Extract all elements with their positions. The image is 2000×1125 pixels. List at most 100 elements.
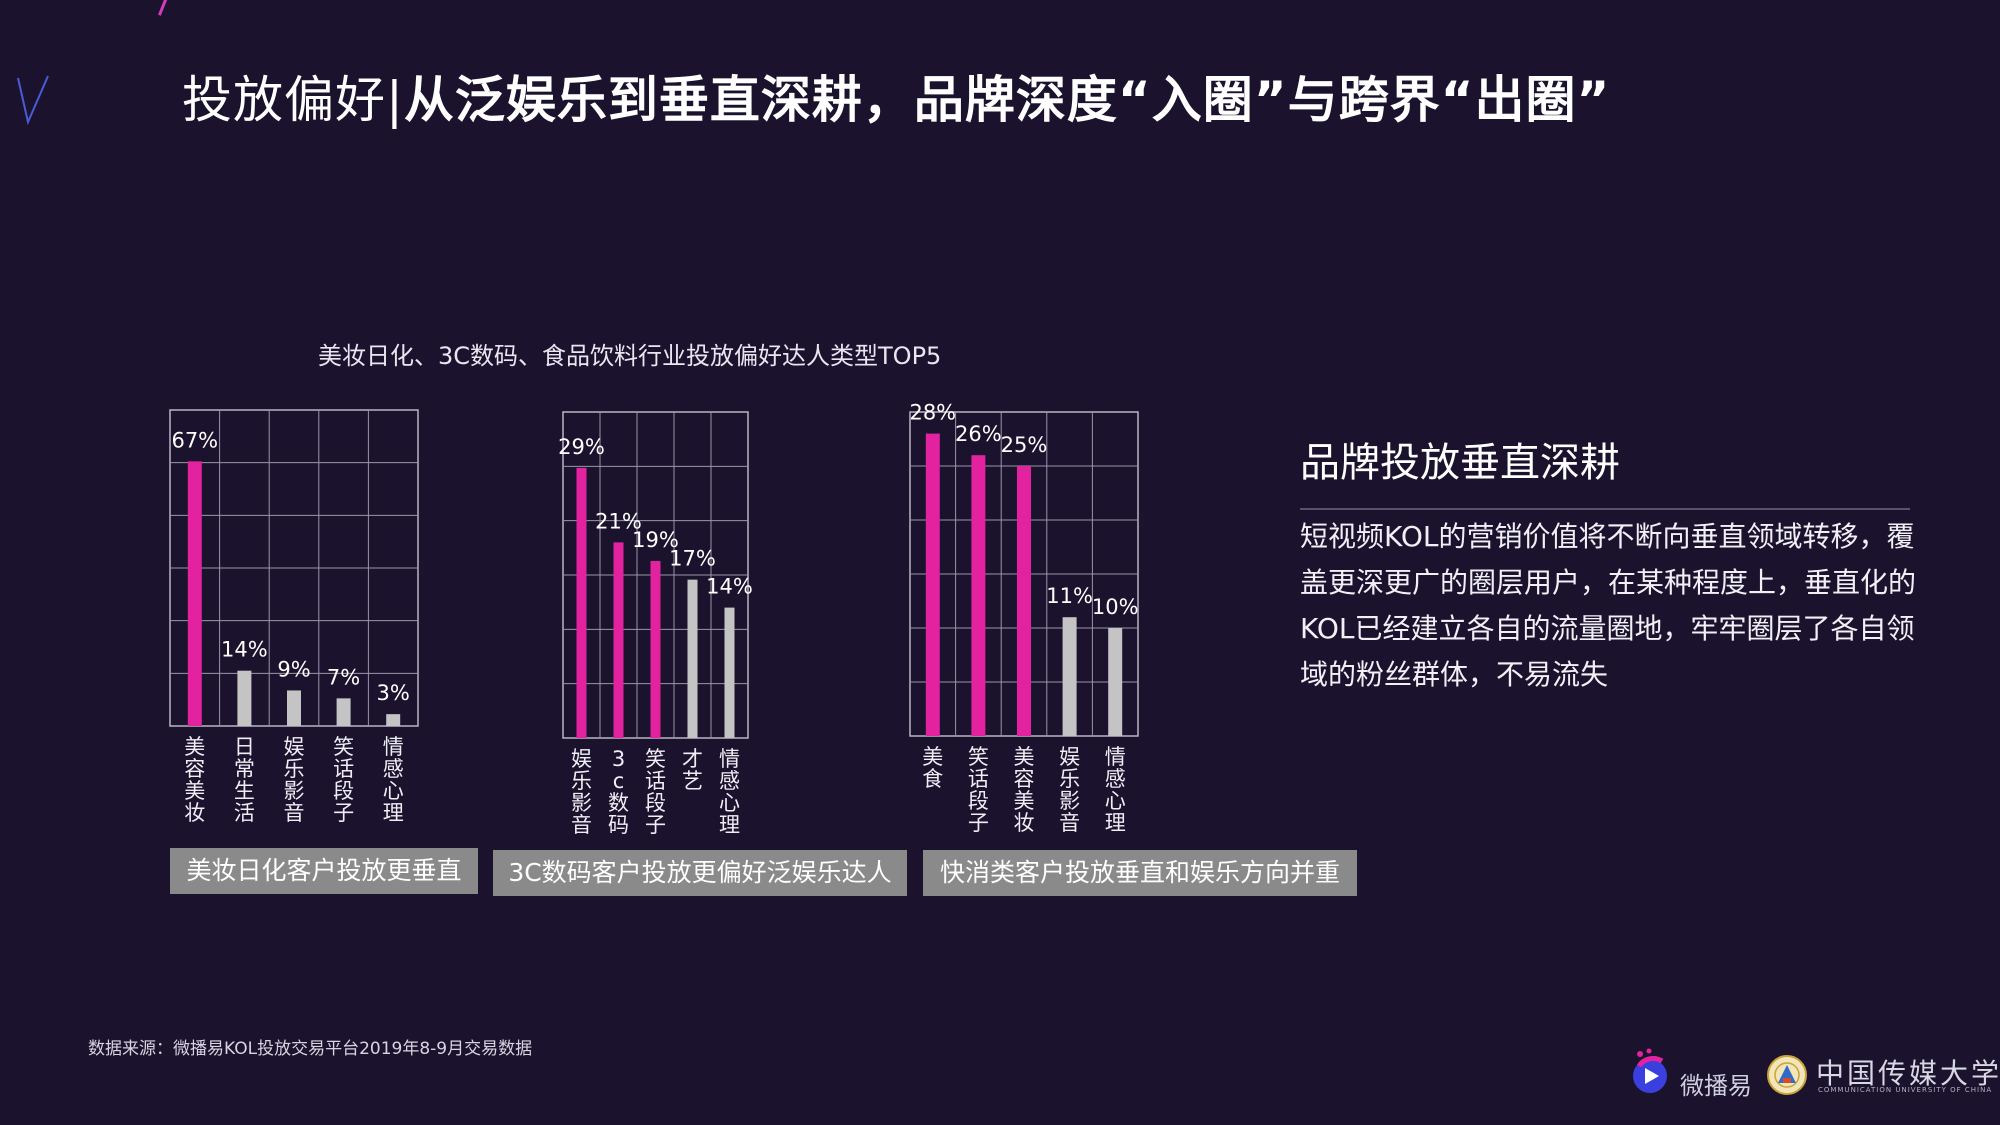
data-label: 7% (327, 665, 360, 689)
category-label-char: 美 (184, 735, 205, 759)
category-label-char: 影 (1059, 789, 1080, 813)
category-label-char: 娱 (1059, 745, 1080, 769)
bar-美食 (925, 433, 940, 736)
data-label: 29% (558, 435, 605, 459)
category-label-char: 美 (184, 779, 205, 803)
side-divider (1300, 508, 1910, 510)
category-label-char: 日 (234, 735, 255, 759)
data-label: 19% (632, 528, 679, 552)
category-label-char: 感 (1105, 767, 1126, 791)
category-label-char: 数 (608, 791, 629, 815)
bar-美容美妆 (1017, 466, 1031, 736)
category-label-char: 段 (645, 791, 666, 815)
category-label-char: 情 (719, 747, 740, 771)
weiboyi-logo-icon (1633, 1048, 1667, 1093)
bar-美容美妆 (187, 461, 202, 726)
data-label: 17% (669, 547, 716, 571)
category-label-char: 笑 (333, 735, 354, 759)
category-label-char: 段 (333, 779, 354, 803)
category-label-char: 话 (645, 769, 666, 793)
chart-section-title: 美妆日化、3C数码、食品饮料行业投放偏好达人类型TOP5 (318, 342, 942, 370)
category-label-char: 子 (968, 811, 989, 835)
category-label-char: 娱 (571, 747, 592, 771)
category-label-char: 乐 (1059, 767, 1080, 791)
category-label-char: 子 (333, 801, 354, 825)
category-label-char: 艺 (682, 769, 703, 793)
category-label-char: 感 (383, 757, 404, 781)
v-decoration-icon (17, 75, 49, 126)
category-label-char: 理 (719, 813, 740, 837)
data-source-note: 数据来源：微播易KOL投放交易平台2019年8-9月交易数据 (88, 1039, 533, 1059)
category-label-char: 话 (333, 757, 354, 781)
bar-笑话段子 (336, 698, 351, 726)
bar-情感心理 (1108, 628, 1123, 736)
bar-日常生活 (237, 670, 252, 726)
bar-娱乐影音 (576, 467, 587, 738)
weiboyi-logo-text: 微播易 (1680, 1072, 1752, 1100)
page-title-main: 从泛娱乐到垂直深耕，品牌深度“入圈”与跨界“出圈” (403, 71, 1611, 129)
category-label-char: 心 (383, 779, 404, 803)
category-label-char: 音 (284, 801, 305, 825)
data-label: 28% (909, 401, 956, 425)
cuc-logo-english: COMMUNICATION UNIVERSITY OF CHINA (1818, 1086, 1993, 1094)
category-label-char: 情 (383, 735, 404, 759)
chart-caption-2: 3C数码客户投放更偏好泛娱乐达人 (493, 850, 907, 896)
category-label-char: 笑 (968, 745, 989, 769)
category-label-char: 心 (719, 791, 740, 815)
bar-才艺 (687, 579, 698, 738)
category-label-char: c (613, 769, 625, 793)
category-label-char: 妆 (184, 801, 205, 825)
chart-caption-1: 美妆日化客户投放更垂直 (170, 848, 478, 894)
category-label-char: 美 (1014, 745, 1035, 769)
category-label-char: 子 (645, 813, 666, 837)
category-label-char: 影 (571, 791, 592, 815)
data-label: 3% (377, 681, 410, 705)
category-label-char: 情 (1105, 745, 1126, 769)
data-label: 11% (1046, 584, 1093, 608)
category-label-char: 生 (234, 779, 255, 803)
category-label-char: 乐 (571, 769, 592, 793)
bar-情感心理 (724, 607, 735, 738)
category-label-char: 感 (719, 769, 740, 793)
category-label-char: 理 (1105, 811, 1126, 835)
bar-笑话段子 (650, 561, 661, 738)
category-label-char: 段 (968, 789, 989, 813)
data-label: 67% (171, 428, 218, 452)
category-label-char: 才 (682, 747, 703, 771)
category-label-char: 音 (571, 813, 592, 837)
category-label-char: 活 (234, 801, 255, 825)
category-label-char: 乐 (284, 757, 305, 781)
category-label-char: 妆 (1014, 811, 1035, 835)
category-label-char: 影 (284, 779, 305, 803)
data-label: 25% (1001, 433, 1048, 457)
bar-娱乐影音 (1062, 617, 1077, 736)
category-label-char: 音 (1059, 811, 1080, 835)
data-label: 9% (277, 657, 310, 681)
chart-caption-3: 快消类客户投放垂直和娱乐方向并重 (923, 850, 1357, 896)
bar-3c数码 (613, 542, 624, 738)
category-label-char: 理 (383, 801, 404, 825)
side-title: 品牌投放垂直深耕 (1300, 440, 1620, 486)
category-label-char: 食 (922, 767, 943, 791)
data-label: 14% (706, 575, 753, 599)
bar-情感心理 (386, 714, 401, 726)
page-title: 投放偏好|从泛娱乐到垂直深耕，品牌深度“入圈”与跨界“出圈” (182, 64, 1610, 136)
category-label-char: 美 (1014, 789, 1035, 813)
category-label-char: 码 (608, 813, 629, 837)
bar-娱乐影音 (287, 690, 301, 726)
category-label-char: 3 (612, 747, 625, 771)
category-label-char: 笑 (645, 747, 666, 771)
category-label-char: 容 (1014, 767, 1035, 791)
bar-笑话段子 (971, 455, 986, 736)
category-label-char: 常 (234, 757, 255, 781)
data-label: 10% (1092, 595, 1139, 619)
category-label-char: 美 (922, 745, 943, 769)
category-label-char: 话 (968, 767, 989, 791)
side-body-text: 短视频KOL的营销价值将不断向垂直领域转移，覆盖更深更广的圈层用户，在某种程度上… (1300, 520, 1917, 691)
category-label-char: 娱 (284, 735, 305, 759)
cuc-logo-text: 中国传媒大学 (1816, 1057, 2000, 1090)
